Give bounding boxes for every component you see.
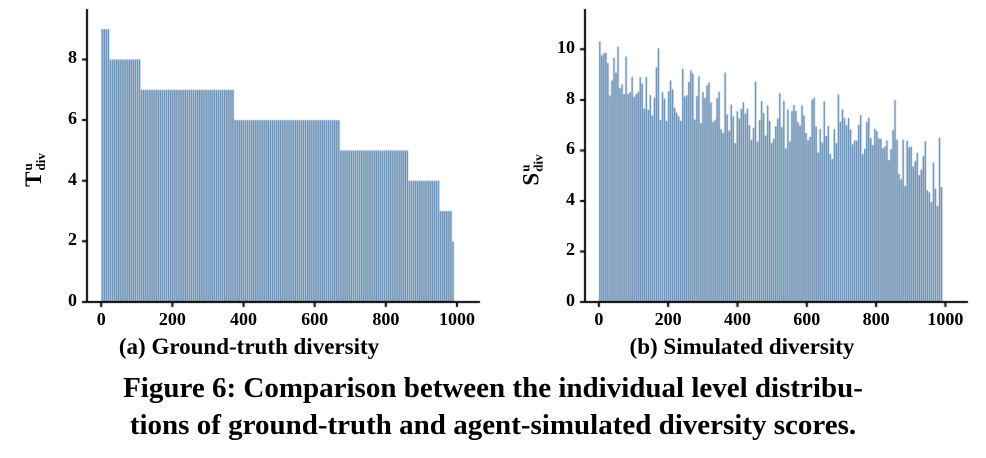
subcaption-b: (b) Simulated diversity [629, 334, 855, 359]
y-axis-label-b-script: u div [518, 154, 546, 172]
chart-simulated: S u div 0 2 4 6 8 10 0 200 400 600 800 1000 (b) Sim… [515, 8, 969, 360]
y-tick-label: 4 [566, 188, 575, 209]
x-tick-label: 400 [723, 309, 751, 329]
y-tick-label: 8 [68, 47, 77, 68]
subcaption-a: (a) Ground-truth diversity [118, 334, 380, 359]
y-axis-label-a-main: T [21, 171, 46, 187]
y-tick-label: 4 [68, 168, 77, 189]
charts-row: T u div 0 2 4 6 8 0 200 400 600 800 1000 (a) Groun… [17, 8, 969, 360]
y-axis-label-a-text: T u div [20, 153, 48, 187]
y-tick-label: 6 [68, 108, 77, 129]
x-tick-label: 1000 [927, 309, 964, 329]
x-tick-label: 200 [654, 309, 682, 329]
y-tick-label: 0 [566, 290, 575, 310]
bars-canvas-a [81, 8, 481, 308]
y-tick-label: 2 [566, 239, 575, 260]
chart-ground-truth: T u div 0 2 4 6 8 0 200 400 600 800 1000 (a) Groun… [17, 8, 481, 360]
caption-line-1: Figure 6: Comparison between the individ… [123, 372, 863, 404]
bars-canvas-b [579, 8, 969, 308]
x-tick-label: 800 [372, 309, 400, 329]
x-tick-label: 800 [862, 309, 890, 329]
y-tick-label: 6 [566, 138, 575, 159]
plot-area-b: 0 2 4 6 8 10 0 200 400 600 800 1000 [549, 8, 969, 332]
y-axis-label-b-sub: div [530, 154, 546, 172]
plot-area-a: 0 2 4 6 8 0 200 400 600 800 1000 [51, 8, 481, 332]
x-tick-label: 400 [230, 309, 258, 329]
y-axis-label-b-text: S u div [518, 154, 546, 186]
y-axis-label-a-script: u div [20, 153, 48, 171]
y-tick-label: 8 [566, 87, 575, 108]
x-tick-label: 1000 [438, 309, 475, 329]
x-tick-label: 200 [158, 309, 186, 329]
x-tick-label: 600 [793, 309, 821, 329]
y-tick-label: 0 [68, 290, 77, 310]
x-tick-label: 0 [96, 309, 106, 329]
y-tick-label: 10 [557, 37, 575, 58]
chart-b-plot-region: S u div 0 2 4 6 8 10 0 200 400 600 800 1000 [515, 8, 969, 332]
y-tick-label: 2 [68, 229, 77, 250]
caption-line-2: tions of ground-truth and agent-simulate… [129, 408, 857, 441]
figure-caption: Figure 6: Comparison between the individ… [0, 370, 986, 443]
y-axis-label-a-sub: div [33, 153, 48, 171]
x-tick-label: 600 [301, 309, 329, 329]
chart-a-plot-region: T u div 0 2 4 6 8 0 200 400 600 800 1000 [17, 8, 481, 332]
y-axis-label-b: S u div [515, 8, 549, 332]
y-axis-label-b-main: S [518, 172, 544, 186]
x-tick-label: 0 [594, 309, 604, 329]
y-axis-label-a: T u div [17, 8, 51, 332]
